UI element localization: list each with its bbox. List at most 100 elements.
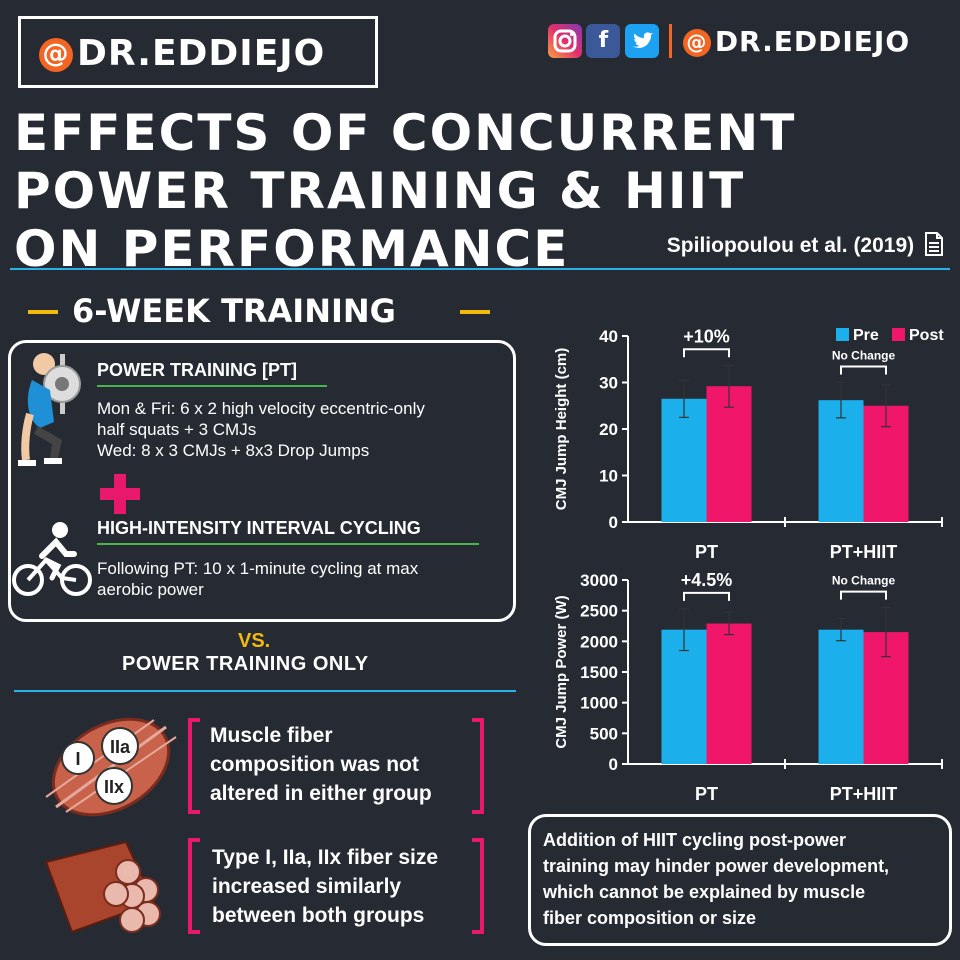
bracket-right-2 xyxy=(472,838,484,934)
finding-1-line-2: composition was not xyxy=(210,753,419,776)
conclusion-line-3: which cannot be explained by muscle xyxy=(543,882,866,902)
brand-logo: @ DR.EDDIEJO xyxy=(39,33,325,74)
pt-heading: POWER TRAINING [PT] xyxy=(97,360,297,380)
bracket-left-1 xyxy=(188,718,200,814)
pt-underline xyxy=(97,385,327,387)
facebook-glyph: f xyxy=(598,28,609,53)
finding-composition: Muscle fiber composition was not altered… xyxy=(210,721,432,808)
annotation-bracket xyxy=(840,365,887,375)
y-tick-label: 0 xyxy=(609,513,618,532)
reference: Spiliopoulou et al. (2019) xyxy=(667,232,944,258)
annotation-label: No Change xyxy=(832,349,896,363)
reference-text: Spiliopoulou et al. (2019) xyxy=(666,234,915,257)
section-dash-left xyxy=(28,310,58,314)
conclusion-card: Addition of HIIT cycling post-power trai… xyxy=(528,814,952,946)
hiit-line-1: Following PT: 10 x 1-minute cycling at m… xyxy=(97,559,419,578)
conclusion-text: Addition of HIIT cycling post-power trai… xyxy=(543,827,889,931)
brand-handle-small: @ DR.EDDIEJO xyxy=(682,24,911,58)
conclusion-line-2: training may hinder power development, xyxy=(543,856,890,876)
y-tick-label: 2000 xyxy=(580,632,618,651)
training-card xyxy=(8,340,516,622)
fiber-label-i: I xyxy=(75,749,80,769)
section-title: 6-WEEK TRAINING xyxy=(72,292,396,330)
brand-handle: DR.EDDIEJO xyxy=(77,33,326,74)
y-tick-label: 30 xyxy=(599,374,618,393)
twitter-icon[interactable] xyxy=(624,24,659,58)
y-axis-label: CMJ Jump Height (cm) xyxy=(553,348,570,511)
x-tick-label: PT+HIIT xyxy=(830,784,898,804)
x-tick-label: PT xyxy=(695,542,718,562)
at-icon: @ xyxy=(39,38,73,72)
legend-swatch-pre xyxy=(836,328,849,341)
bar-post xyxy=(706,386,752,522)
y-tick-label: 2500 xyxy=(580,602,618,621)
annotation-label: +4.5% xyxy=(681,570,733,590)
facebook-icon[interactable]: f xyxy=(586,24,621,58)
x-tick-label: PT xyxy=(695,784,718,804)
y-tick-label: 500 xyxy=(590,724,618,743)
bracket-left-2 xyxy=(188,838,200,934)
fiber-label-iix: IIx xyxy=(104,777,124,797)
fiber-label-iia: IIa xyxy=(110,737,131,757)
bar-pre xyxy=(661,398,707,522)
hiit-line-2: aerobic power xyxy=(97,580,204,599)
brand-logo-box: @ DR.EDDIEJO xyxy=(18,16,378,88)
annotation-bracket xyxy=(683,348,730,358)
annotation-bracket xyxy=(840,590,887,600)
annotation-label: +10% xyxy=(683,326,730,346)
squat-icon xyxy=(18,353,81,466)
conclusion-line-1: Addition of HIIT cycling post-power xyxy=(543,830,846,850)
conclusion-line-4: fiber composition or size xyxy=(543,908,757,928)
y-tick-label: 20 xyxy=(599,420,618,439)
bar-pre xyxy=(818,629,864,764)
pt-line-1: Mon & Fri: 6 x 2 high velocity eccentric… xyxy=(97,399,425,418)
pt-line-3: Wed: 8 x 3 CMJs + 8x3 Drop Jumps xyxy=(97,441,370,460)
title-line-2: POWER TRAINING & HIIT xyxy=(14,162,746,220)
y-tick-label: 1000 xyxy=(580,694,618,713)
pt-line-2: half squats + 3 CMJs xyxy=(97,420,257,439)
cycling-icon xyxy=(12,522,92,596)
y-axis-label: CMJ Jump Power (W) xyxy=(553,595,570,748)
vs-label: VS. xyxy=(238,630,271,652)
bracket-right-1 xyxy=(472,718,484,814)
finding-1-line-3: altered in either group xyxy=(210,782,432,805)
y-tick-label: 40 xyxy=(599,327,618,346)
left-divider xyxy=(14,690,516,692)
y-tick-label: 0 xyxy=(609,755,618,774)
legend-swatch-post xyxy=(892,328,905,341)
title-divider xyxy=(10,268,950,270)
y-tick-label: 10 xyxy=(599,467,618,486)
social-bar: f @ DR.EDDIEJO xyxy=(548,24,910,58)
annotation-label: No Change xyxy=(832,574,896,588)
at-icon-small: @ xyxy=(682,28,711,57)
title-line-1: EFFECTS OF CONCURRENT xyxy=(14,104,797,162)
bar-post xyxy=(706,623,752,764)
document-icon xyxy=(925,232,943,256)
muscle-bundle-icon xyxy=(44,840,161,934)
hiit-underline xyxy=(97,543,479,545)
bar-pre xyxy=(661,629,707,764)
legend-label-post: Post xyxy=(909,327,944,344)
y-tick-label: 1500 xyxy=(580,663,618,682)
finding-size: Type I, IIa, IIx fiber size increased si… xyxy=(212,843,438,930)
hiit-heading: HIGH-INTENSITY INTERVAL CYCLING xyxy=(97,518,421,538)
finding-2-line-2: increased similarly xyxy=(212,875,402,898)
finding-2-line-1: Type I, IIa, IIx fiber size xyxy=(212,846,439,869)
annotation-bracket xyxy=(683,591,730,601)
jump-height-chart: 0 10 20 30 40 CMJ Jump Height (cm) PT +10% PT+HI… xyxy=(553,326,944,562)
instagram-icon[interactable] xyxy=(548,24,582,58)
finding-2-line-3: between both groups xyxy=(212,904,425,927)
plus-icon xyxy=(100,474,140,514)
pt-description: Mon & Fri: 6 x 2 high velocity eccentric… xyxy=(97,398,507,461)
section-dash-right xyxy=(460,310,490,314)
jump-power-chart: 0 500 1000 1500 2000 2500 3000 CMJ Jump Power (… xyxy=(553,570,943,804)
muscle-fiber-icon: I IIa IIx xyxy=(45,717,177,817)
social-divider xyxy=(669,24,673,58)
pt-only-label: POWER TRAINING ONLY xyxy=(122,653,369,675)
x-tick-label: PT+HIIT xyxy=(830,542,898,562)
brand-handle-text: DR.EDDIEJO xyxy=(714,24,911,58)
finding-1-line-1: Muscle fiber xyxy=(210,724,333,747)
y-tick-label: 3000 xyxy=(580,571,618,590)
hiit-description: Following PT: 10 x 1-minute cycling at m… xyxy=(97,558,507,600)
legend-label-pre: Pre xyxy=(853,327,879,344)
